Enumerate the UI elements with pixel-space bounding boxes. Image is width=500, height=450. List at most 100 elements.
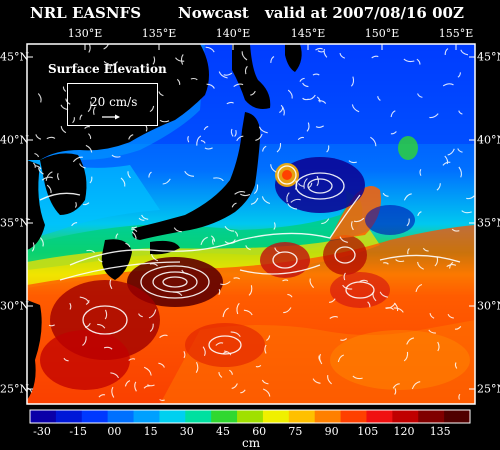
korea-peninsula	[40, 153, 87, 215]
current-arrow	[149, 263, 158, 267]
colorbar-swatch	[366, 410, 393, 423]
current-arrow	[149, 105, 155, 113]
current-arrow	[224, 350, 232, 356]
colorbar-swatch	[107, 410, 135, 423]
current-arrow	[85, 300, 90, 305]
colorbar-unit: cm	[242, 436, 261, 450]
current-arrow	[88, 133, 92, 140]
current-arrow	[390, 110, 396, 118]
colorbar-swatch	[185, 410, 212, 423]
current-arrow	[299, 77, 305, 82]
current-arrow	[104, 309, 108, 320]
current-arrow	[85, 144, 93, 153]
current-arrow	[231, 383, 238, 389]
current-arrow	[88, 44, 91, 53]
current-arrow	[84, 126, 90, 129]
current-arrow	[231, 202, 237, 208]
current-arrow	[158, 362, 165, 368]
current-arrow	[184, 170, 195, 177]
current-arrow	[318, 355, 321, 362]
current-arrow	[149, 323, 154, 332]
current-arrow	[131, 228, 138, 233]
reference-vector-label: 20 cm/s	[90, 95, 138, 109]
current-arrow	[308, 182, 313, 189]
lon-tick-label: 145°E	[290, 27, 326, 40]
current-arrow	[406, 337, 414, 345]
current-arrow	[37, 93, 42, 103]
current-arrow	[215, 342, 224, 346]
colorbar	[29, 409, 471, 424]
current-arrow	[236, 135, 244, 142]
current-arrow	[244, 65, 248, 75]
colorbar-tick-label: 105	[357, 425, 379, 438]
current-arrow	[224, 225, 235, 232]
current-arrow	[134, 381, 137, 392]
colorbar-swatch	[418, 410, 445, 423]
current-arrow	[240, 389, 246, 394]
current-arrow	[213, 177, 224, 182]
current-arrow	[218, 372, 223, 378]
current-arrow	[159, 334, 168, 339]
current-arrow	[274, 247, 281, 254]
current-arrow	[394, 388, 397, 395]
colorbar-tick-label: 75	[288, 425, 303, 438]
honshu	[132, 112, 261, 240]
current-arrow	[319, 353, 323, 365]
current-arrow	[218, 289, 221, 296]
current-arrow	[428, 329, 436, 334]
colorbar-swatch	[81, 410, 109, 423]
colorbar-tick-label: 135	[429, 425, 451, 438]
current-arrow	[173, 227, 182, 233]
current-arrow	[417, 211, 422, 217]
colorbar-tick-label: 120	[393, 425, 415, 438]
current-arrow	[97, 323, 106, 329]
current-arrow	[308, 94, 316, 101]
reference-vector-box: 20 cm/s	[67, 83, 158, 126]
current-arrow	[195, 361, 199, 374]
current-arrow	[395, 259, 405, 263]
current-arrow	[457, 148, 463, 153]
warm-eddy	[127, 257, 223, 307]
current-arrow	[359, 279, 369, 283]
current-arrow	[352, 375, 363, 380]
current-arrow	[103, 44, 110, 50]
colorbar-swatch	[340, 410, 367, 423]
current-arrow	[159, 399, 165, 401]
current-arrow	[82, 336, 87, 346]
current-arrow	[220, 281, 231, 286]
current-arrow	[110, 372, 120, 379]
lon-tick-label: 130°E	[67, 27, 103, 40]
current-arrow	[60, 126, 67, 134]
current-arrow	[350, 220, 354, 231]
current-arrow	[317, 50, 325, 53]
current-arrow	[444, 48, 449, 56]
current-arrow	[138, 313, 143, 318]
current-arrow	[143, 385, 150, 389]
current-arrow	[255, 133, 263, 141]
lat-tick-label-right: 45°N	[477, 50, 500, 64]
current-arrow	[46, 136, 56, 140]
current-arrow	[159, 119, 170, 123]
current-arrow	[63, 357, 69, 362]
current-arrow	[315, 125, 324, 128]
current-arrow	[339, 52, 346, 59]
current-arrow	[403, 193, 412, 201]
colorbar-tick-label: 00	[107, 425, 122, 438]
current-arrow	[353, 217, 365, 223]
current-arrow	[383, 262, 389, 265]
current-arrow	[417, 261, 424, 270]
current-arrow	[72, 156, 83, 163]
lat-tick-label: 40°N	[0, 133, 30, 147]
colorbar-swatch	[30, 410, 57, 423]
current-arrow	[382, 192, 389, 197]
current-arrow	[233, 83, 244, 88]
current-arrow	[466, 195, 475, 200]
lat-tick-label: 35°N	[0, 216, 30, 230]
colorbar-tick-label: 30	[179, 425, 194, 438]
current-arrow	[226, 101, 234, 105]
current-arrow	[447, 148, 455, 156]
colorbar-tick-label: -15	[69, 425, 88, 438]
colorbar-swatch	[314, 410, 342, 423]
current-arrow	[200, 236, 208, 245]
